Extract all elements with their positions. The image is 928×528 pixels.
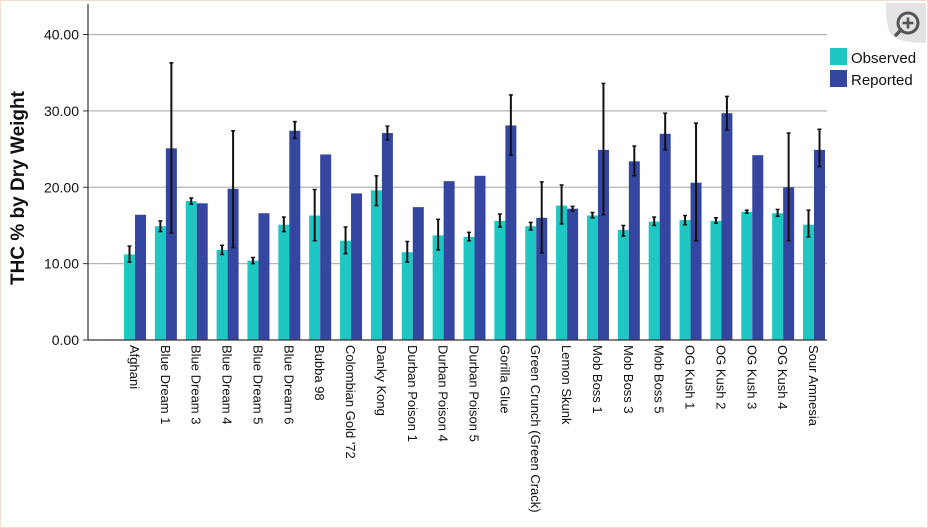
bar-observed-21 [741, 211, 753, 340]
bar-reported-7 [320, 154, 332, 340]
x-tick-label: Mob Boss 5 [652, 345, 667, 414]
bar-reported-18 [659, 133, 671, 340]
x-tick-label: Blue Dream 4 [220, 345, 235, 424]
x-tick-label: OG Kush 1 [683, 345, 698, 409]
x-tick-label: Mob Boss 3 [621, 345, 636, 414]
bar-observed-17 [617, 230, 629, 340]
x-tick-label: Blue Dream 6 [281, 345, 296, 424]
bar-reported-12 [474, 175, 486, 340]
y-tick-label: 20.00 [44, 179, 79, 195]
x-tick-label: Durban Poison 5 [467, 345, 482, 442]
bar-observed-4 [216, 249, 228, 340]
bar-observed-8 [340, 240, 352, 340]
error-bars [127, 62, 822, 265]
legend-label-observed: Observed [851, 50, 916, 67]
axes [87, 4, 827, 341]
bar-reported-22 [783, 187, 795, 340]
x-tick-label: Gorilla Glue [497, 345, 512, 414]
x-tick-labels: Afghani Blue Dream 1 Blue Dream 3 Blue Drea… [127, 345, 821, 513]
bar-reported-19 [690, 182, 702, 340]
bar-reported-13 [505, 125, 517, 340]
bar-observed-3 [185, 201, 197, 340]
zoom-in-icon [886, 3, 926, 43]
bar-observed-7 [309, 215, 321, 340]
y-tick-label: 10.00 [44, 256, 79, 272]
x-tick-label: Lemon Skunk [559, 345, 574, 425]
grid-lines [83, 33, 827, 341]
bar-reported-21 [752, 155, 764, 340]
y-tick-label: 0.00 [52, 332, 79, 348]
bar-observed-19 [679, 220, 691, 340]
bar-observed-10 [401, 252, 413, 340]
bar-reported-14 [536, 217, 548, 340]
y-tick-label: 40.00 [44, 27, 79, 43]
x-tick-label: Durban Poison 1 [405, 345, 420, 442]
x-tick-label: Green Crunch (Green Crack) [528, 345, 543, 513]
bar-observed-1 [124, 254, 135, 340]
bar-observed-11 [432, 235, 444, 340]
bar-reported-6 [289, 130, 301, 340]
bar-observed-13 [494, 220, 506, 340]
x-tick-label: Bubba 98 [312, 345, 327, 401]
bar-observed-16 [586, 215, 598, 340]
bar-reported-8 [351, 193, 363, 340]
bar-observed-14 [525, 226, 537, 340]
bar-reported-5 [258, 213, 270, 340]
bar-reported-4 [227, 188, 239, 340]
zoom-button[interactable] [886, 3, 926, 43]
bar-reported-3 [196, 203, 208, 340]
bar-observed-2 [154, 226, 166, 340]
y-axis-title: THC % by Dry Weight [8, 90, 29, 285]
legend-label-reported: Reported [851, 72, 913, 89]
x-tick-label: Sour Amnesia [806, 345, 821, 427]
bar-reported-2 [165, 148, 177, 340]
y-tick-label: 30.00 [44, 103, 79, 119]
bar-reported-1 [135, 214, 146, 340]
bar-reported-16 [597, 149, 609, 340]
x-tick-label: Durban Poison 4 [436, 345, 451, 442]
legend-swatch-reported [830, 70, 847, 87]
x-tick-label: Danky Kong [374, 345, 389, 416]
bar-reported-17 [628, 161, 640, 340]
y-tick-labels: 0.00 10.00 20.00 30.00 40.00 [44, 27, 79, 348]
bar-reported-15 [567, 208, 579, 340]
bars [124, 113, 825, 340]
x-tick-label: Mob Boss 1 [590, 345, 605, 414]
bar-observed-20 [710, 220, 722, 340]
x-tick-label: Colombian Gold '72 [343, 345, 358, 459]
bar-observed-6 [278, 224, 290, 340]
bar-reported-23 [814, 149, 825, 340]
x-tick-label: Blue Dream 3 [189, 345, 204, 424]
x-tick-label: Blue Dream 5 [250, 345, 265, 424]
legend-swatch-observed [830, 48, 847, 65]
bar-observed-23 [803, 224, 814, 340]
bar-reported-9 [381, 133, 393, 340]
bar-reported-10 [412, 207, 424, 340]
x-tick-label: Blue Dream 1 [158, 345, 173, 424]
legend: Observed Reported [830, 48, 916, 89]
bar-reported-20 [721, 113, 733, 340]
bar-observed-9 [370, 190, 382, 340]
x-tick-label: OG Kush 2 [713, 345, 728, 409]
x-tick-label: Afghani [127, 345, 142, 389]
bar-observed-22 [772, 213, 784, 340]
bar-observed-18 [648, 221, 660, 340]
x-tick-label: OG Kush 3 [744, 345, 759, 409]
x-tick-label: OG Kush 4 [775, 345, 790, 409]
bar-reported-11 [443, 181, 455, 340]
bar-observed-5 [247, 260, 259, 340]
bar-observed-15 [556, 205, 568, 340]
bar-observed-12 [463, 236, 475, 340]
